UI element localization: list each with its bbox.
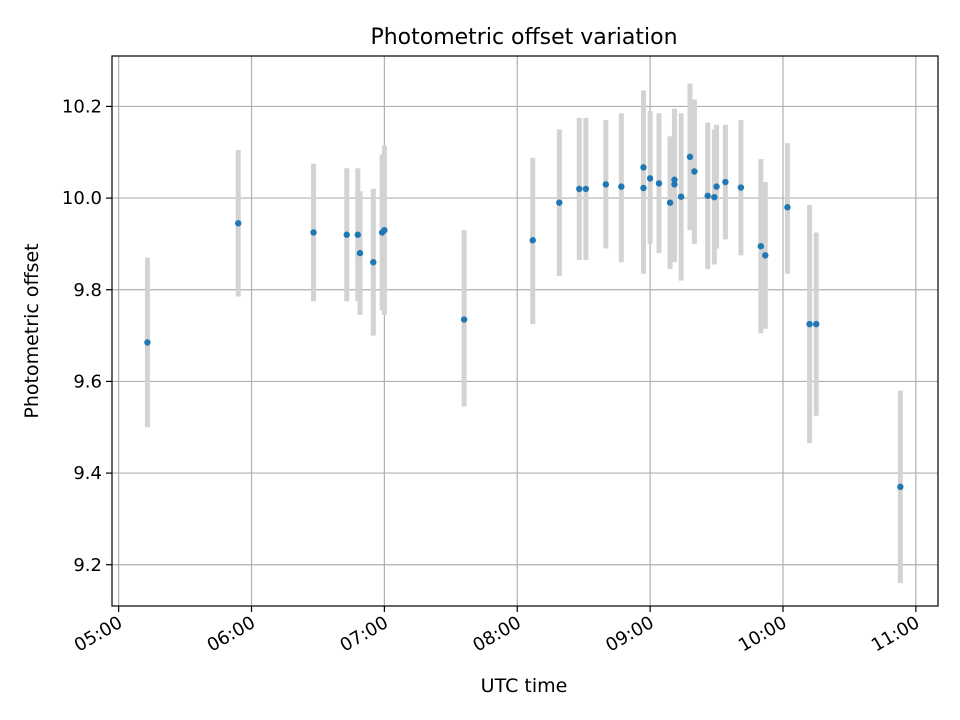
- data-point: [713, 183, 720, 190]
- data-point: [370, 259, 377, 266]
- data-point: [640, 164, 647, 171]
- data-point: [806, 320, 813, 328]
- data-point: [813, 320, 820, 328]
- data-point: [640, 184, 647, 192]
- data-points: [144, 153, 904, 491]
- y-axis-label: Photometric offset: [21, 243, 43, 418]
- data-point: [556, 199, 563, 206]
- data-point: [737, 184, 745, 191]
- data-point: [646, 175, 654, 182]
- y-tick-label: 9.2: [73, 555, 102, 576]
- data-point: [356, 249, 364, 257]
- data-point: [704, 192, 711, 199]
- data-point: [722, 178, 729, 186]
- data-point: [381, 226, 388, 234]
- data-point: [310, 229, 317, 236]
- data-point: [762, 252, 769, 259]
- data-point: [671, 181, 678, 188]
- data-point: [757, 243, 765, 250]
- data-point: [618, 183, 625, 190]
- chart-title: Photometric offset variation: [370, 25, 677, 50]
- data-point: [686, 153, 694, 161]
- y-axis-ticks: 9.2 9.4 9.6 9.8 10.0 10.2: [62, 96, 112, 576]
- data-point: [671, 176, 678, 183]
- data-point: [897, 483, 904, 491]
- data-point: [784, 204, 791, 211]
- data-point: [582, 185, 590, 193]
- y-tick-label: 9.8: [73, 280, 102, 301]
- data-point: [576, 185, 583, 193]
- plot-area-frame: [111, 55, 939, 607]
- data-point: [655, 180, 663, 187]
- data-point: [602, 181, 610, 188]
- data-point: [354, 231, 362, 238]
- data-point: [677, 193, 685, 200]
- data-point: [666, 199, 674, 206]
- data-point: [711, 193, 718, 201]
- data-point: [529, 237, 536, 244]
- y-tick-label: 9.6: [73, 371, 102, 392]
- y-tick-label: 9.4: [73, 463, 102, 484]
- x-axis-label: UTC time: [481, 675, 568, 697]
- y-tick-label: 10.0: [62, 188, 102, 209]
- y-tick-label: 10.2: [62, 96, 102, 117]
- data-point: [343, 231, 350, 238]
- data-point: [235, 220, 242, 227]
- data-point: [144, 339, 151, 346]
- data-point: [691, 168, 698, 175]
- data-point: [460, 316, 468, 323]
